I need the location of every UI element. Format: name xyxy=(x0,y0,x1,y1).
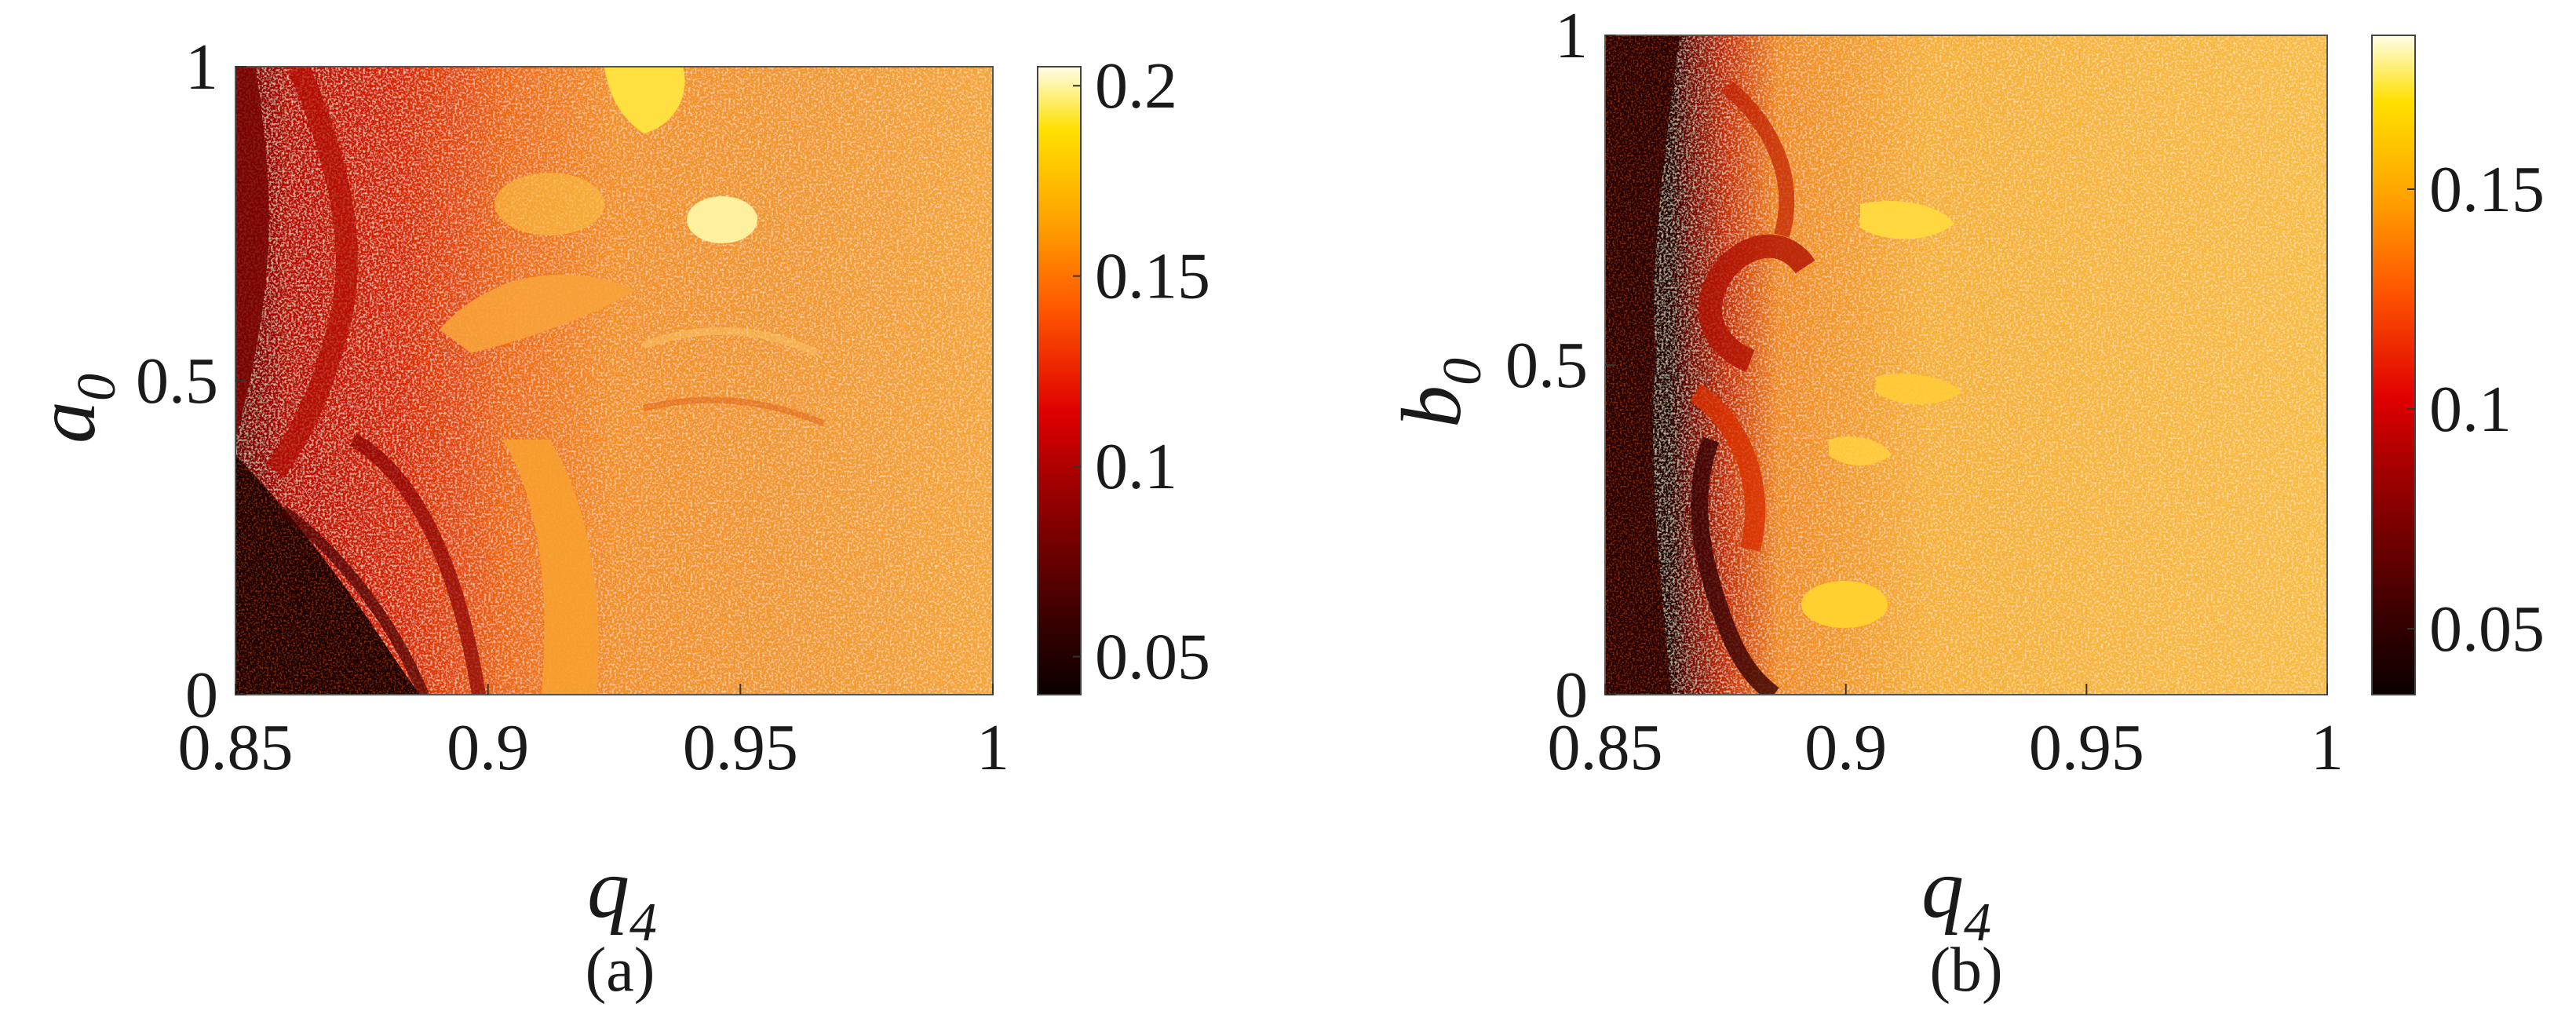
x-axis-label-b: q4 xyxy=(1921,842,1991,953)
y-axis-label-a: a0 xyxy=(20,374,127,443)
x-tick-label-a: 0.95 xyxy=(683,711,798,784)
x-ticks-b: 0.85 0.9 0.95 1 xyxy=(1548,684,2344,784)
x-tick-label-b: 0.95 xyxy=(2029,711,2144,784)
y-ticks-b: 00.51 xyxy=(1505,0,1616,732)
y-tick-label-b: 0 xyxy=(1555,659,1588,732)
heatmap-b xyxy=(1605,35,2327,695)
panel-label-a: (a) xyxy=(586,936,655,1005)
x-tick-label-b: 0.9 xyxy=(1804,711,1887,784)
colorbar-a xyxy=(1037,66,1082,695)
x-axis-label-a: q4 xyxy=(587,842,657,953)
y-tick-label-b: 0.5 xyxy=(1505,329,1588,402)
colorbar-tick-label-a: 0.1 xyxy=(1095,430,1177,503)
colorbar-tick-label-a: 0.05 xyxy=(1095,621,1210,694)
heatmap-a xyxy=(235,67,993,695)
colorbar-tick-label-a: 0.2 xyxy=(1095,49,1177,122)
colorbar-ticks-b: 0.05 0.1 0.15 xyxy=(2407,153,2545,666)
colorbar-tick-label-b: 0.1 xyxy=(2429,373,2512,446)
panel-a: 0.85 0.9 0.95 1 00.51 0.050.10.150.2 a0 q4 … xyxy=(20,31,1210,1005)
x-ticks-a: 0.85 0.9 0.95 1 xyxy=(178,684,1009,784)
colorbar-ticks-a: 0.05 0.1 0.15 0.2 xyxy=(1073,49,1210,694)
x-tick-label-a: 1 xyxy=(976,711,1009,784)
y-tick-label-a: 0 xyxy=(185,659,218,732)
y-axis-label-b: b0 xyxy=(1385,358,1493,428)
colorbar-tick-label-a: 0.15 xyxy=(1095,240,1210,313)
colorbar-tick-label-b: 0.05 xyxy=(2429,593,2545,666)
y-tick-label-a: 1 xyxy=(185,31,218,104)
panel-label-b: (b) xyxy=(1929,936,2002,1005)
y-tick-label-a: 0.5 xyxy=(136,345,218,418)
colorbar-tick-label-b: 0.15 xyxy=(2429,153,2545,226)
panel-b: 0.85 0.9 0.95 1 00.51 0.050.10.15 b0 q4 (b) xyxy=(1385,0,2545,1005)
y-tick-label-b: 1 xyxy=(1555,0,1588,72)
x-tick-label-b: 0.85 xyxy=(1548,711,1663,784)
y-ticks-a: 00.51 xyxy=(136,31,246,732)
x-tick-label-b: 1 xyxy=(2311,711,2344,784)
x-tick-label-a: 0.9 xyxy=(447,711,529,784)
colorbar-b xyxy=(2371,35,2416,695)
x-tick-label-a: 0.85 xyxy=(178,711,294,784)
